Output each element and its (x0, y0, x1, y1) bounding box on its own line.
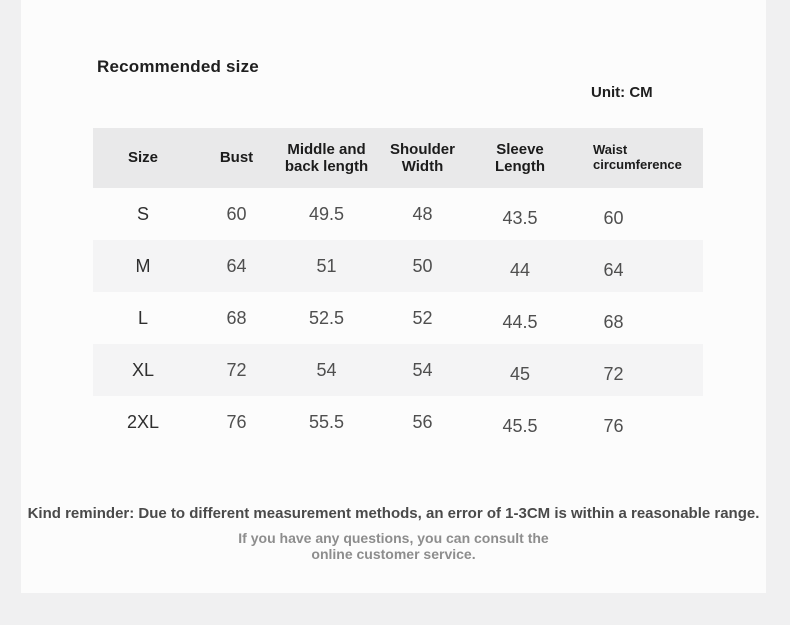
consult-note-line1: If you have any questions, you can consu… (238, 530, 549, 546)
bust-cell: 68 (226, 307, 247, 328)
waist-circumference-cell: 68 (603, 311, 624, 332)
column-header-shoulder-width: Shoulder Width (389, 140, 455, 175)
column-header-size: Size (127, 149, 158, 167)
bust-cell: 64 (226, 255, 247, 276)
column-header-bust: Bust (219, 149, 254, 167)
column-header-waist-circumference: Waist circumference (593, 142, 682, 172)
sleeve-length-cell: 45.5 (502, 415, 538, 436)
bust-cell: 60 (226, 203, 247, 224)
shoulder-width-cell: 56 (412, 411, 433, 432)
sleeve-length-cell: 43.5 (502, 207, 538, 228)
table-row-l: L 68 52.5 52 44.5 68 (93, 292, 703, 344)
middle-back-length-cell: 55.5 (308, 411, 345, 432)
table-row-xl: XL 72 54 54 45 72 (93, 344, 703, 396)
unit-label: Unit: CM (591, 84, 653, 101)
sleeve-length-cell: 44 (509, 259, 531, 280)
waist-circumference-cell: 64 (603, 259, 624, 280)
middle-back-length-cell: 49.5 (308, 203, 345, 224)
waist-circumference-cell: 72 (603, 363, 624, 384)
size-table-header-row: Size Bust Middle and back length Shoulde… (93, 128, 703, 188)
size-table: Size Bust Middle and back length Shoulde… (93, 128, 703, 448)
size-cell: 2XL (126, 411, 160, 432)
middle-back-length-cell: 51 (316, 255, 337, 276)
column-header-middle-back-length: Middle and back length (284, 140, 369, 175)
waist-circumference-cell: 76 (603, 415, 624, 436)
kind-reminder-text: Kind reminder: Due to different measurem… (27, 505, 760, 522)
bust-cell: 72 (226, 359, 247, 380)
footer-notes: Kind reminder: Due to different measurem… (21, 505, 766, 562)
consult-note-line2: online customer service. (311, 546, 476, 563)
table-row-2xl: 2XL 76 55.5 56 45.5 76 (93, 396, 703, 448)
shoulder-width-cell: 54 (412, 359, 433, 380)
shoulder-width-cell: 48 (412, 203, 433, 224)
bust-cell: 76 (226, 411, 247, 432)
waist-circumference-cell: 60 (603, 207, 624, 228)
sleeve-length-cell: 44.5 (502, 311, 538, 332)
size-cell: L (137, 307, 148, 328)
middle-back-length-cell: 52.5 (308, 307, 345, 328)
column-header-sleeve-length: Sleeve Length (495, 140, 545, 175)
size-cell: M (135, 255, 151, 276)
size-cell: S (136, 203, 149, 224)
shoulder-width-cell: 50 (412, 255, 433, 276)
page-title: Recommended size (97, 57, 259, 76)
size-cell: XL (131, 359, 155, 380)
consult-note-text: If you have any questions, you can consu… (21, 530, 766, 562)
middle-back-length-cell: 54 (316, 359, 337, 380)
sleeve-length-cell: 45 (509, 363, 531, 384)
table-row-s: S 60 49.5 48 43.5 60 (93, 188, 703, 240)
table-row-m: M 64 51 50 44 64 (93, 240, 703, 292)
shoulder-width-cell: 52 (412, 307, 433, 328)
size-chart-card: Recommended size Unit: CM Size Bust Midd… (21, 0, 766, 593)
